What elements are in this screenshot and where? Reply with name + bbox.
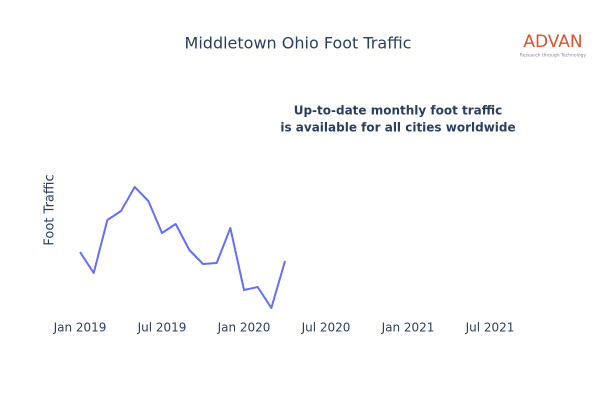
chart-title: Middletown Ohio Foot Traffic <box>185 34 412 53</box>
x-tick-label: Jul 2020 <box>301 321 351 335</box>
x-tick-label: Jul 2021 <box>465 321 515 335</box>
y-axis-label: Foot Traffic <box>43 174 58 245</box>
annotation: Up-to-date monthly foot traffic <box>294 104 503 118</box>
annotation: is available for all cities worldwide <box>280 121 515 135</box>
logo-name: ADVAN <box>523 32 582 52</box>
x-tick-label: Jan 2019 <box>53 321 107 335</box>
line <box>79 186 286 309</box>
logo-tagline: Research through Technology <box>520 53 587 59</box>
x-tick-label: Jan 2020 <box>217 321 271 335</box>
x-tick-label: Jan 2021 <box>381 321 435 335</box>
x-tick-label: Jul 2019 <box>137 321 187 335</box>
